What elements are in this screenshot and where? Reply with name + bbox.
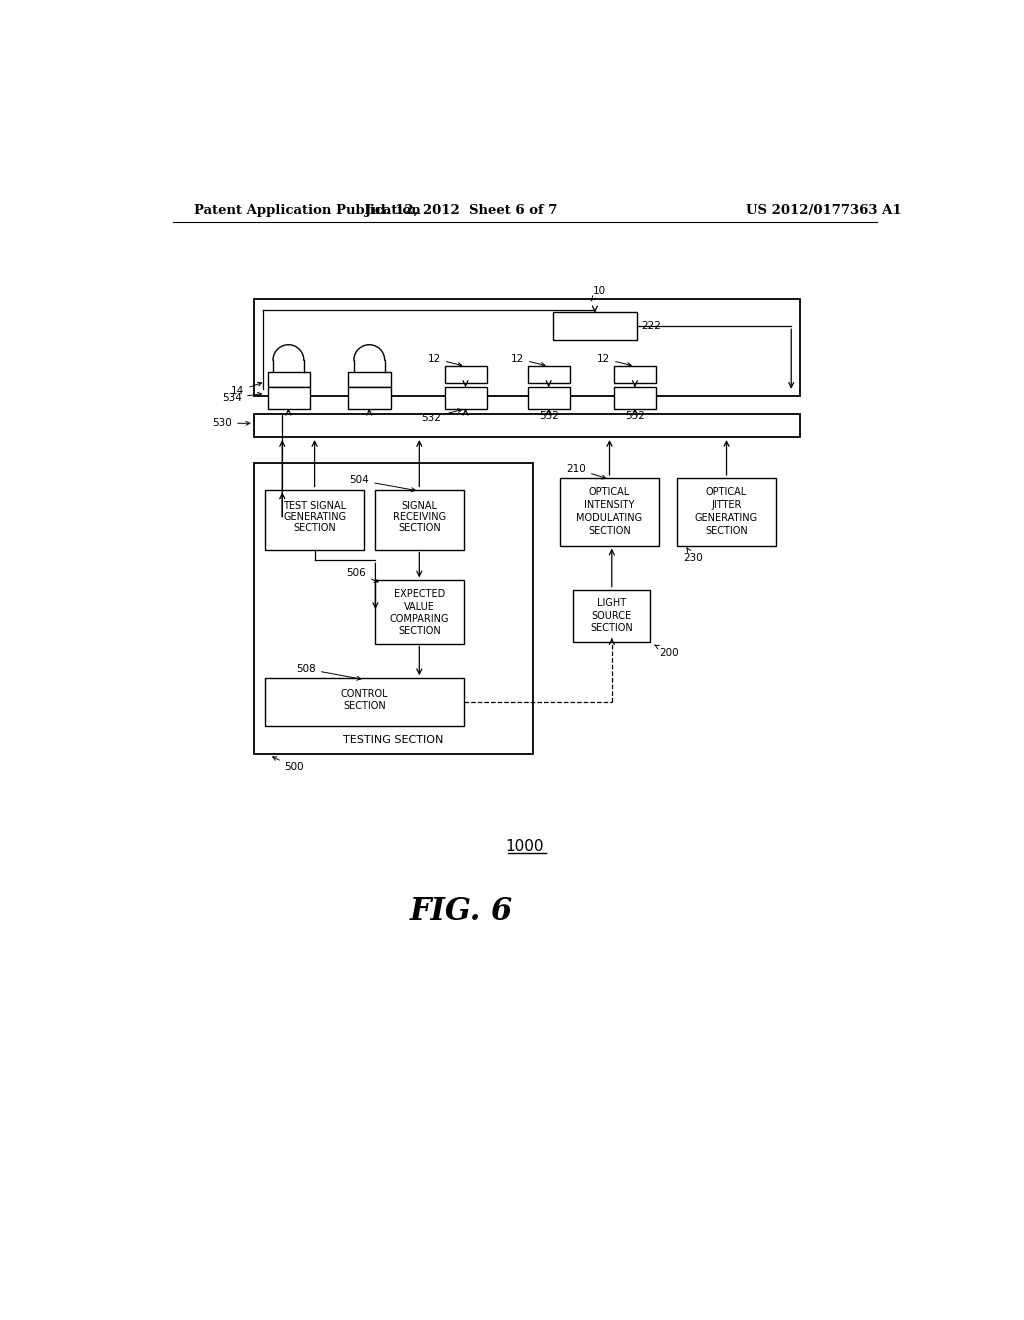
Bar <box>444 366 487 383</box>
Text: SECTION: SECTION <box>343 701 386 711</box>
Text: OPTICAL: OPTICAL <box>589 487 630 496</box>
Text: 530: 530 <box>212 418 250 428</box>
Text: 12: 12 <box>597 354 631 367</box>
Text: SECTION: SECTION <box>591 623 633 634</box>
Text: FIG. 6: FIG. 6 <box>410 896 513 927</box>
Text: SECTION: SECTION <box>588 527 631 536</box>
Text: 12: 12 <box>511 354 545 367</box>
Text: 532: 532 <box>625 412 645 421</box>
Bar <box>348 387 391 409</box>
Text: 14: 14 <box>231 383 262 396</box>
Text: 532: 532 <box>421 409 462 422</box>
Bar <box>560 478 658 545</box>
Text: OPTICAL: OPTICAL <box>706 487 748 496</box>
Text: GENERATING: GENERATING <box>283 512 346 523</box>
Bar <box>444 387 487 409</box>
Text: TESTING SECTION: TESTING SECTION <box>343 735 443 744</box>
Text: SECTION: SECTION <box>398 523 440 533</box>
Bar <box>376 581 464 644</box>
Text: 10: 10 <box>591 286 605 301</box>
Bar <box>254 414 801 437</box>
Bar <box>267 387 310 409</box>
Text: VALUE: VALUE <box>403 602 435 611</box>
Text: 508: 508 <box>296 664 360 680</box>
Text: SECTION: SECTION <box>706 527 748 536</box>
Text: US 2012/0177363 A1: US 2012/0177363 A1 <box>745 205 901 218</box>
Text: SOURCE: SOURCE <box>592 611 632 620</box>
Text: Patent Application Publication: Patent Application Publication <box>195 205 421 218</box>
Bar <box>677 478 776 545</box>
Text: EXPECTED: EXPECTED <box>393 589 445 599</box>
Bar <box>528 366 570 383</box>
Bar <box>265 490 364 549</box>
Text: 532: 532 <box>539 412 559 421</box>
Text: SECTION: SECTION <box>398 626 440 636</box>
Bar <box>265 678 464 726</box>
Text: JITTER: JITTER <box>712 500 741 510</box>
Bar <box>376 490 464 549</box>
Text: 506: 506 <box>346 568 378 582</box>
Bar <box>348 372 391 387</box>
Bar <box>573 590 650 642</box>
Text: Jul. 12, 2012  Sheet 6 of 7: Jul. 12, 2012 Sheet 6 of 7 <box>366 205 558 218</box>
Text: 230: 230 <box>683 548 703 564</box>
Bar <box>254 300 801 396</box>
Text: CONTROL: CONTROL <box>341 689 388 698</box>
Text: INTENSITY: INTENSITY <box>585 500 635 510</box>
Text: 504: 504 <box>349 475 416 491</box>
Bar <box>528 387 570 409</box>
Text: 1000: 1000 <box>506 838 544 854</box>
Text: SECTION: SECTION <box>293 523 336 533</box>
Text: COMPARING: COMPARING <box>389 614 450 624</box>
Text: 12: 12 <box>428 354 462 367</box>
Bar <box>254 462 532 754</box>
Text: SIGNAL: SIGNAL <box>401 502 437 511</box>
Text: 534: 534 <box>222 392 261 403</box>
Text: 210: 210 <box>566 463 606 479</box>
Text: TEST SIGNAL: TEST SIGNAL <box>283 502 346 511</box>
Text: 200: 200 <box>654 644 679 657</box>
Bar <box>614 387 656 409</box>
Text: 222: 222 <box>641 321 660 331</box>
Bar <box>553 313 637 341</box>
Text: MODULATING: MODULATING <box>577 513 643 523</box>
Text: 500: 500 <box>272 756 304 772</box>
Text: RECEIVING: RECEIVING <box>393 512 445 523</box>
Bar <box>267 372 310 387</box>
Text: LIGHT: LIGHT <box>597 598 627 609</box>
Bar <box>614 366 656 383</box>
Text: GENERATING: GENERATING <box>695 513 758 523</box>
